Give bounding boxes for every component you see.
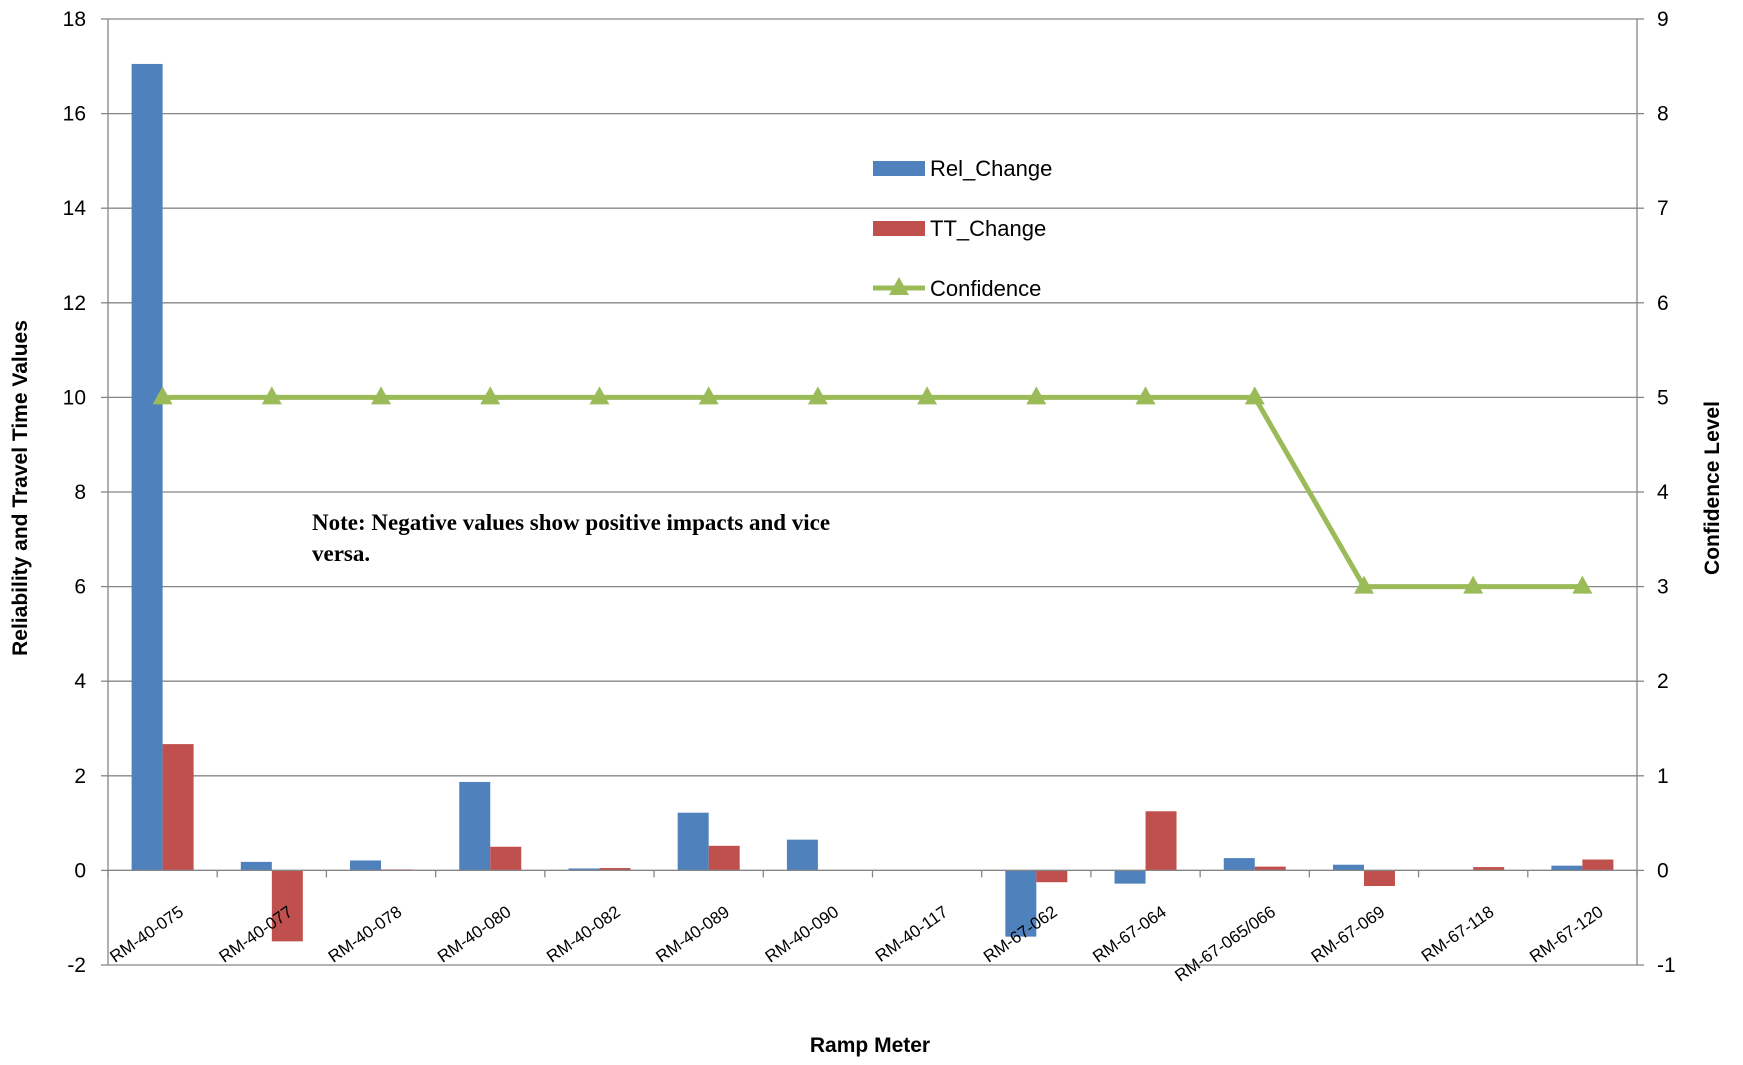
confidence-marker [480, 386, 501, 405]
y2-tick-label: 3 [1657, 576, 1669, 599]
y-tick-label: 0 [74, 859, 86, 882]
y2-tick-label: 7 [1657, 197, 1669, 220]
legend-label: TT_Change [930, 216, 1046, 241]
bar-rel-change [1005, 870, 1037, 937]
bar-rel-change [240, 861, 272, 871]
y-tick-label: 18 [63, 8, 86, 31]
y-tick-label: 8 [74, 481, 86, 504]
bar-tt-change [1036, 870, 1068, 883]
confidence-marker [1244, 386, 1265, 405]
y2-axis-title: Confidence Level [1701, 401, 1724, 575]
x-category-label: RM-40-078 [325, 902, 406, 966]
y-tick-label: 6 [74, 576, 86, 599]
confidence-marker [1572, 575, 1593, 594]
bar-tt-change [1254, 866, 1286, 871]
x-category-label: RM-67-069 [1308, 902, 1389, 966]
confidence-marker [1463, 575, 1484, 594]
legend-swatch [873, 161, 925, 176]
x-category-label: RM-40-089 [652, 902, 733, 966]
y-tick-label: 14 [63, 197, 87, 220]
y2-tick-label: 2 [1657, 670, 1669, 693]
confidence-marker [1135, 386, 1156, 405]
bar-rel-change [459, 781, 491, 871]
y-tick-label: 2 [74, 765, 86, 788]
bar-tt-change [490, 846, 522, 871]
bar-rel-change [1551, 865, 1583, 871]
y-tick-label: -2 [67, 954, 86, 977]
confidence-marker [152, 386, 173, 405]
confidence-marker [1353, 575, 1374, 594]
bar-rel-change [350, 860, 382, 871]
bar-tt-change [708, 845, 740, 871]
confidence-line [162, 394, 1583, 590]
x-category-label: RM-67-064 [1089, 902, 1170, 966]
bar-rel-change [677, 812, 709, 871]
x-axis-title: Ramp Meter [810, 1034, 930, 1057]
bar-rel-change [568, 868, 600, 871]
bar-rel-change [786, 839, 818, 871]
legend-label: Rel_Change [930, 156, 1052, 181]
bar-tt-change [1363, 870, 1395, 887]
y2-tick-label: 8 [1657, 103, 1669, 126]
confidence-marker [371, 386, 392, 405]
confidence-marker [917, 386, 938, 405]
confidence-marker [589, 386, 610, 405]
y2-tick-label: 1 [1657, 765, 1669, 788]
x-category-label: RM-40-117 [872, 902, 952, 966]
y2-tick-label: 5 [1657, 386, 1669, 409]
bar-rel-change [131, 63, 163, 871]
y2-tick-label: 6 [1657, 292, 1669, 315]
y2-tick-label: -1 [1657, 954, 1676, 977]
x-category-label: RM-40-090 [762, 902, 843, 966]
y-axis-title: Reliability and Travel Time Values [9, 320, 32, 656]
x-category-label: RM-40-080 [434, 902, 515, 966]
bar-rel-change [1223, 858, 1255, 871]
x-category-label: RM-67-065/066 [1171, 902, 1279, 985]
y2-tick-label: 0 [1657, 859, 1669, 882]
y-tick-label: 4 [74, 670, 86, 693]
y-tick-label: 12 [63, 292, 86, 315]
bar-rel-change [1332, 864, 1364, 871]
x-category-label: RM-67-118 [1418, 902, 1498, 966]
bar-tt-change [162, 744, 194, 871]
bar-tt-change [1145, 811, 1177, 871]
confidence-marker [261, 386, 282, 405]
y2-tick-label: 4 [1657, 481, 1669, 504]
confidence-marker [698, 386, 719, 405]
y-tick-label: 16 [63, 103, 86, 126]
x-category-label: RM-40-082 [543, 902, 624, 966]
bar-rel-change [1114, 870, 1146, 884]
y2-tick-label: 9 [1657, 8, 1669, 31]
bar-tt-change [1473, 867, 1505, 871]
legend-marker [889, 277, 909, 295]
bar-tt-change [271, 870, 303, 942]
x-category-label: RM-67-120 [1526, 902, 1607, 966]
chart-annotation: Note: Negative values show positive impa… [312, 510, 830, 566]
y-tick-label: 10 [63, 386, 86, 409]
x-category-label: RM-40-075 [106, 902, 187, 966]
legend-label: Confidence [930, 276, 1041, 301]
legend-swatch [873, 221, 925, 236]
bar-tt-change [599, 868, 631, 871]
confidence-marker [807, 386, 828, 405]
bar-tt-change [1582, 859, 1614, 871]
confidence-marker [1026, 386, 1047, 405]
